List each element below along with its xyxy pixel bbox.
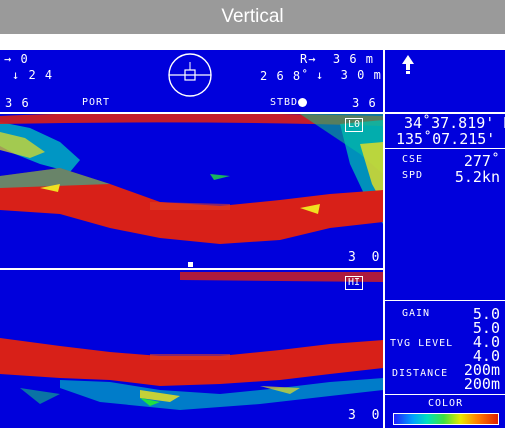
spd-label: SPD	[402, 170, 424, 181]
bearing-compass-icon	[168, 53, 212, 97]
tvg-level-label: TVG LEVEL	[390, 338, 454, 349]
port-label: PORT	[82, 97, 111, 108]
position-divider	[385, 148, 505, 149]
header-divider	[0, 112, 383, 114]
stbd-indicator-icon	[298, 98, 307, 107]
stbd-range-value: 3 6	[352, 96, 377, 110]
gain-value-2: 5.0	[472, 319, 500, 337]
latitude-readout: 34˚37.819' N	[404, 114, 505, 132]
tilt-readout-bottom: ↓ 2 4	[12, 68, 54, 82]
depth-marker-lower: 3 0	[348, 408, 384, 423]
panel-split-divider	[0, 268, 383, 270]
cse-value: 277˚	[463, 152, 500, 170]
tilt-readout-top: → 0	[4, 52, 29, 66]
gain-mode-tag-hi: HI	[345, 276, 364, 290]
distance-value-2: 200m	[463, 375, 500, 393]
sonar-display[interactable]: → 0 ↓ 2 4 2 6 8˚ R→ 3 6 m ↓ 3 0 m 3 6 PO…	[0, 50, 505, 428]
range-readout-top: R→ 3 6 m	[300, 52, 375, 66]
spd-value: 5.2kn	[454, 168, 500, 186]
distance-label: DISTANCE	[392, 368, 449, 379]
gain-mode-tag-lo: L0	[345, 118, 364, 132]
panel-divider	[383, 50, 385, 428]
range-readout-bottom: ↓ 3 0 m	[316, 68, 382, 82]
depth-marker-upper: 3 0	[348, 250, 384, 265]
page-title: Vertical	[0, 0, 505, 34]
echo-panel-hi[interactable]	[0, 270, 383, 428]
stbd-label: STBD	[270, 97, 299, 108]
bearing-readout: 2 6 8˚	[260, 69, 310, 83]
port-range-value: 3 6	[5, 96, 30, 110]
heading-arrow-icon	[402, 55, 414, 74]
color-label: COLOR	[428, 398, 464, 409]
distance-value-1: 200m	[463, 361, 500, 379]
cse-label: CSE	[402, 154, 424, 165]
color-divider	[385, 394, 505, 395]
tvg-value-1: 4.0	[472, 333, 500, 351]
center-marker-icon	[188, 262, 193, 267]
color-scale-bar	[393, 413, 499, 425]
echo-panel-lo[interactable]	[0, 114, 383, 268]
gain-label: GAIN	[402, 308, 431, 319]
gain-value-1: 5.0	[472, 305, 500, 323]
tvg-value-2: 4.0	[472, 347, 500, 365]
side-header-divider	[385, 112, 505, 114]
settings-divider	[385, 300, 505, 301]
longitude-readout: 135˚07.215' E	[396, 130, 505, 148]
